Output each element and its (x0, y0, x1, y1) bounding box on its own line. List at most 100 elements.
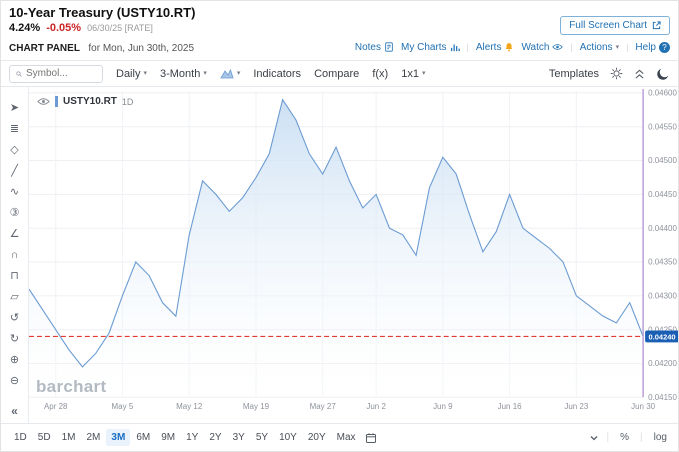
quote-row: 4.24% -0.05% 06/30/25 [RATE] (9, 22, 670, 34)
eraser-tool[interactable]: ▱ (10, 291, 19, 303)
header: 10-Year Treasury (USTY10.RT) 4.24% -0.05… (1, 1, 678, 35)
svg-text:Jun 16: Jun 16 (498, 402, 523, 411)
chart-area[interactable]: 0.04150 0.04200 0.04250 0.04300 0.04350 0.044… (29, 87, 678, 423)
annotation-tool[interactable]: ≣ (9, 123, 20, 135)
alerts-label: Alerts (475, 41, 502, 53)
svg-text:Jun 30: Jun 30 (631, 402, 656, 411)
price-chart[interactable]: 0.04150 0.04200 0.04250 0.04300 0.04350 0.044… (29, 87, 678, 423)
svg-text:0.04400: 0.04400 (648, 224, 677, 233)
period-1m-button[interactable]: 1M (57, 429, 81, 446)
collapse-sidebar-button[interactable]: « (11, 403, 18, 418)
my-charts-link[interactable]: My Charts (401, 42, 460, 53)
time-period-buttons: 1D 5D 1M 2M 3M 6M 9M 1Y 2Y 3Y 5Y 10Y 20Y Max (9, 429, 361, 446)
svg-text:0.04350: 0.04350 (648, 258, 677, 267)
legend-symbol: USTY10.RT (63, 96, 117, 107)
svg-text:May 5: May 5 (112, 402, 134, 411)
settings-gear-icon[interactable] (610, 67, 623, 80)
page-title: 10-Year Treasury (USTY10.RT) (9, 5, 196, 20)
period-1d-button[interactable]: 1D (9, 429, 32, 446)
full-screen-chart-button[interactable]: Full Screen Chart (560, 16, 670, 35)
quote-timestamp: 06/30/25 [RATE] (87, 23, 153, 33)
visibility-eye-icon[interactable] (37, 97, 50, 106)
symbol-search[interactable] (9, 64, 103, 83)
series-color-bar (55, 96, 58, 107)
period-2m-button[interactable]: 2M (82, 429, 106, 446)
period-9m-button[interactable]: 9M (156, 429, 180, 446)
svg-text:0.04200: 0.04200 (648, 359, 677, 368)
chevron-down-icon[interactable] (589, 433, 599, 443)
svg-text:Apr 28: Apr 28 (44, 402, 68, 411)
svg-text:0.04600: 0.04600 (648, 89, 677, 98)
legend-interval: 1D (121, 96, 134, 107)
undo-button[interactable]: ↺ (9, 312, 20, 324)
templates-button[interactable]: Templates (549, 68, 599, 80)
functions-button[interactable]: f(x) (372, 68, 388, 80)
chart-type-dropdown[interactable]: ▾ (220, 68, 241, 79)
external-link-icon (652, 21, 661, 30)
compare-button[interactable]: Compare (314, 68, 359, 80)
zoom-out-button[interactable]: ⊖ (9, 375, 20, 387)
alerts-link[interactable]: Alerts (476, 42, 515, 53)
redo-button[interactable]: ↻ (9, 333, 20, 345)
indicators-button[interactable]: Indicators (253, 68, 301, 80)
svg-text:0.04500: 0.04500 (648, 156, 677, 165)
divider: | (570, 42, 573, 52)
templates-label: Templates (548, 67, 599, 80)
compare-label: Compare (314, 67, 360, 80)
frequency-value: Daily (116, 67, 141, 80)
notes-icon (385, 42, 393, 52)
help-link[interactable]: Help ? (635, 41, 670, 53)
watch-label: Watch (521, 41, 550, 53)
trendline-tool[interactable]: ╱ (11, 165, 18, 177)
price-line (29, 98, 644, 368)
percent-scale-button[interactable]: % (617, 430, 632, 445)
chevron-down-icon: ▾ (236, 70, 241, 77)
frequency-dropdown[interactable]: Daily ▾ (116, 68, 147, 80)
wave-tool[interactable]: ∿ (9, 186, 20, 198)
cursor-tool[interactable]: ➤ (9, 102, 20, 114)
period-20y-button[interactable]: 20Y (303, 429, 331, 446)
calendar-icon[interactable] (365, 432, 377, 444)
watch-link[interactable]: Watch (521, 41, 564, 53)
dark-mode-moon-icon[interactable] (656, 67, 670, 81)
log-scale-button[interactable]: log (651, 430, 670, 445)
svg-text:Jun 2: Jun 2 (366, 402, 386, 411)
lock-tool[interactable]: ⊓ (10, 270, 19, 282)
grid-layout-dropdown[interactable]: 1x1 ▾ (401, 68, 425, 80)
svg-text:0.04550: 0.04550 (648, 122, 677, 131)
svg-text:0.04300: 0.04300 (648, 291, 677, 300)
notes-link[interactable]: Notes (355, 42, 394, 53)
period-max-button[interactable]: Max (332, 429, 361, 446)
period-5y-button[interactable]: 5Y (251, 429, 273, 446)
period-3m-button[interactable]: 3M (106, 429, 131, 446)
range-dropdown[interactable]: 3-Month ▾ (160, 68, 207, 80)
period-3y-button[interactable]: 3Y (228, 429, 250, 446)
chart-panel-title: CHART PANEL for Mon, Jun 30th, 2025 (9, 38, 194, 56)
chevron-down-icon: ▾ (421, 70, 426, 77)
collapse-toolbar-icon[interactable] (634, 68, 645, 80)
area-fill (29, 99, 644, 398)
toolbar-right: Templates (549, 67, 670, 81)
symbol-search-input[interactable] (26, 68, 96, 79)
bottom-toolbar: 1D 5D 1M 2M 3M 6M 9M 1Y 2Y 3Y 5Y 10Y 20Y Max | % | lo… (1, 423, 678, 451)
count-tool[interactable]: ③ (9, 207, 20, 219)
shapes-tool[interactable]: ◇ (10, 144, 19, 156)
period-10y-button[interactable]: 10Y (274, 429, 302, 446)
angle-tool[interactable]: ∠ (9, 228, 20, 240)
svg-text:0.04240: 0.04240 (649, 332, 676, 341)
svg-text:0.04150: 0.04150 (648, 393, 677, 402)
magnet-tool[interactable]: ∩ (10, 249, 19, 261)
svg-text:0.04450: 0.04450 (648, 190, 677, 199)
zoom-in-button[interactable]: ⊕ (9, 354, 20, 366)
actions-link[interactable]: Actions ▾ (580, 42, 619, 53)
period-2y-button[interactable]: 2Y (204, 429, 226, 446)
area-chart-icon (220, 68, 234, 79)
period-1y-button[interactable]: 1Y (181, 429, 203, 446)
help-icon: ? (659, 41, 670, 53)
period-5d-button[interactable]: 5D (33, 429, 56, 446)
search-icon (16, 70, 22, 77)
period-6m-button[interactable]: 6M (131, 429, 155, 446)
last-price-badge: 0.04240 (645, 330, 678, 343)
chart-legend[interactable]: USTY10.RT 1D (37, 96, 133, 107)
